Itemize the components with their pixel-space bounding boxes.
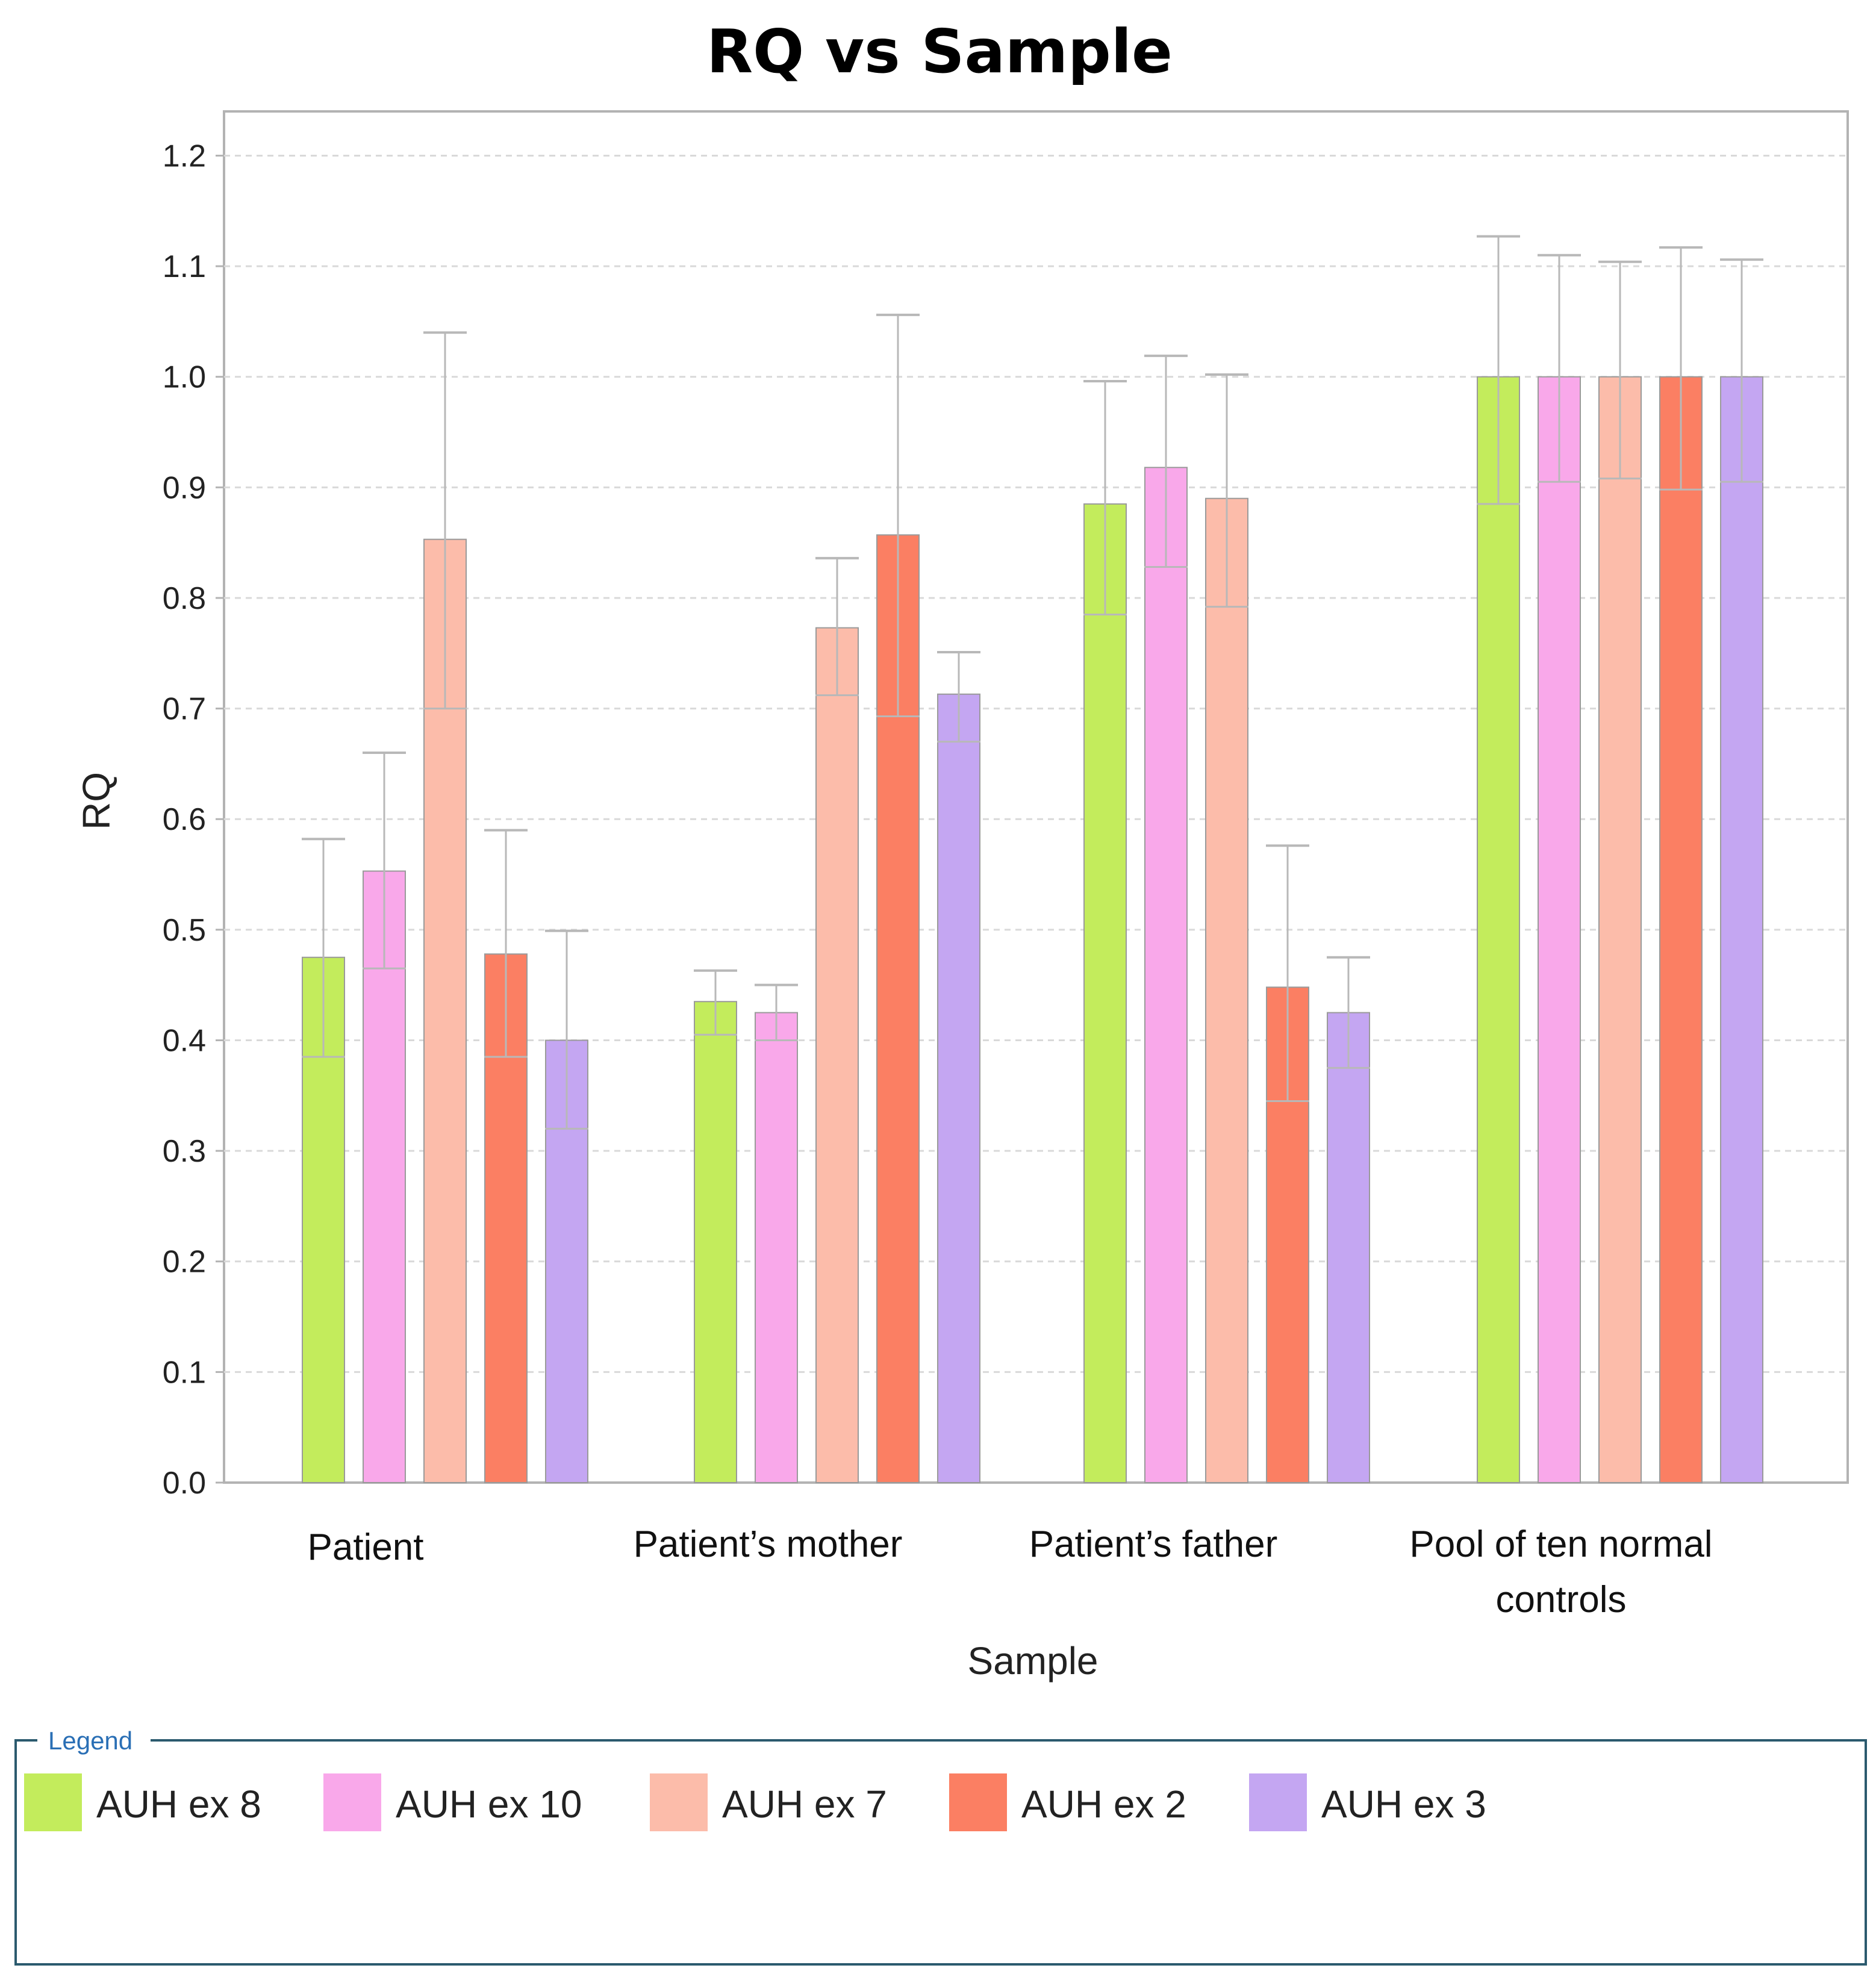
bar [363, 870, 406, 1484]
bar [755, 1012, 798, 1484]
x-category-label: Patient’s mother [634, 1524, 903, 1565]
y-tick-label: 0.4 [163, 1023, 206, 1058]
error-bars [302, 235, 1763, 1130]
legend-swatch [949, 1773, 1007, 1831]
x-category-label: Patient [307, 1527, 423, 1568]
bar [1538, 376, 1581, 1483]
legend-label: AUH ex 3 [1321, 1782, 1486, 1826]
x-axis-categories: Patient Patient’s mother Patient’s father P… [307, 1524, 1712, 1621]
legend-border [14, 1739, 1867, 1966]
x-category-label: controls [1495, 1579, 1626, 1621]
bar [1477, 376, 1520, 1483]
chart-title: RQ vs Sample [706, 16, 1173, 87]
legend-title: Legend [48, 1726, 132, 1755]
bar [1659, 376, 1703, 1483]
bar [1205, 497, 1248, 1483]
bar [484, 953, 528, 1483]
bar [694, 1001, 737, 1484]
y-tick-label: 0.6 [163, 802, 206, 837]
legend-label: AUH ex 2 [1021, 1782, 1186, 1826]
bar [1327, 1012, 1370, 1484]
bar [937, 693, 980, 1483]
y-tick-label: 0.0 [163, 1466, 206, 1501]
y-tick-label: 0.7 [163, 692, 206, 727]
legend-label: AUH ex 10 [396, 1782, 582, 1826]
x-category-label: Pool of ten normal [1409, 1524, 1712, 1565]
bars [302, 376, 1763, 1484]
y-axis-ticks: 0.0 0.1 0.2 0.3 0.4 0.5 0.6 0.7 0.8 0.9 1.0 1.1 1.2 [163, 139, 224, 1501]
y-tick-label: 0.5 [163, 913, 206, 948]
y-tick-label: 1.0 [163, 360, 206, 395]
legend-swatch [24, 1773, 82, 1831]
legend-label: AUH ex 8 [96, 1782, 261, 1826]
bar [1083, 503, 1127, 1483]
legend-swatch [323, 1773, 381, 1831]
y-tick-label: 0.1 [163, 1355, 206, 1390]
y-tick-label: 0.3 [163, 1134, 206, 1169]
bar [815, 627, 859, 1483]
y-tick-label: 1.1 [163, 249, 206, 284]
legend-swatch [650, 1773, 708, 1831]
x-axis-label: Sample [968, 1639, 1098, 1683]
y-axis-label: RQ [75, 772, 118, 830]
y-tick-label: 0.8 [163, 581, 206, 616]
legend-swatch [1249, 1773, 1307, 1831]
bar [302, 956, 345, 1483]
x-category-label: Patient’s father [1029, 1524, 1277, 1565]
bar [1720, 376, 1763, 1483]
y-tick-label: 0.2 [163, 1245, 206, 1280]
legend: Legend AUH ex 8 AUH ex 10 AUH ex 7 AUH ex 2… [14, 1726, 1867, 1966]
bar [1598, 376, 1642, 1483]
legend-label: AUH ex 7 [722, 1782, 887, 1826]
bar [1144, 467, 1188, 1483]
bar [423, 538, 467, 1483]
y-tick-label: 1.2 [163, 139, 206, 173]
y-tick-label: 0.9 [163, 470, 206, 505]
